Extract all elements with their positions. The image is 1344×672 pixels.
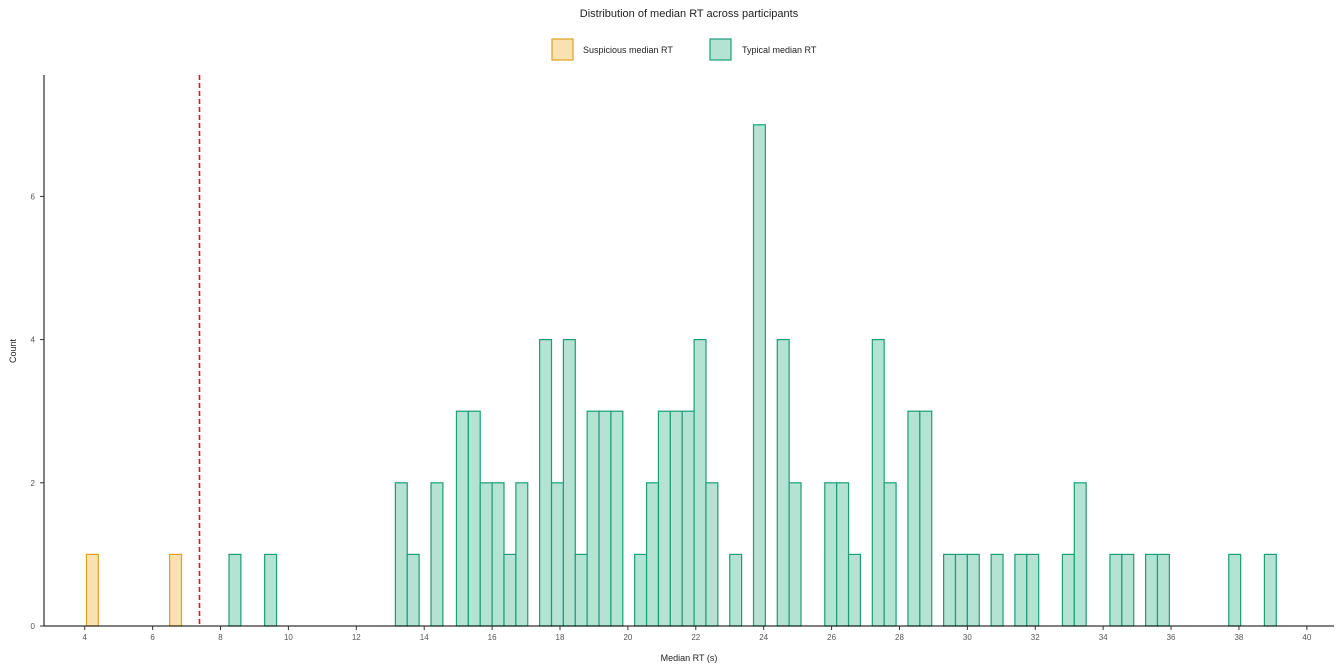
bar-typical — [1144, 553, 1159, 627]
bar-typical — [479, 482, 493, 627]
bar-typical — [467, 410, 481, 627]
x-tick-label: 8 — [218, 633, 223, 642]
bar-typical — [406, 553, 420, 627]
x-tick-label: 30 — [963, 633, 972, 642]
x-tick-label: 10 — [284, 633, 293, 642]
bar-suspicious — [85, 553, 99, 627]
bar-typical — [847, 553, 862, 627]
bar-typical — [693, 339, 707, 627]
bar-typical — [645, 482, 660, 627]
bar-typical — [966, 553, 980, 627]
bar-typical — [228, 553, 242, 627]
bar-typical — [954, 553, 968, 627]
bar-typical — [729, 553, 743, 627]
bars — [85, 124, 1277, 627]
bar-typical — [1228, 553, 1242, 627]
x-tick-label: 38 — [1234, 633, 1243, 642]
bar-typical — [657, 410, 671, 627]
legend-label-typical: Typical median RT — [742, 45, 817, 55]
bar-typical — [634, 553, 648, 627]
bar-typical — [990, 553, 1004, 627]
bar-typical — [824, 482, 838, 627]
bar-typical — [515, 482, 529, 627]
y-tick-label: 4 — [31, 336, 36, 345]
bar-typical — [1014, 553, 1028, 627]
bar-typical — [1263, 553, 1277, 627]
x-tick-label: 26 — [827, 633, 836, 642]
x-tick-label: 12 — [352, 633, 361, 642]
x-tick-label: 34 — [1099, 633, 1108, 642]
x-axis: 4 6 8 10 12 14 16 18 20 22 24 26 28 30 32 34 36 38 40 — [44, 625, 1334, 642]
x-tick-label: 6 — [150, 633, 155, 642]
bar-typical — [455, 410, 469, 627]
x-tick-label: 16 — [488, 633, 497, 642]
legend-item-typical: Typical median RT — [709, 38, 817, 61]
y-tick-label: 6 — [31, 192, 36, 201]
bar-typical — [1026, 553, 1040, 627]
x-tick-label: 28 — [895, 633, 904, 642]
bar-typical — [586, 410, 600, 627]
x-tick-label: 14 — [420, 633, 429, 642]
y-axis-title: Count — [8, 339, 18, 364]
x-tick-label: 20 — [623, 633, 632, 642]
x-tick-label: 4 — [83, 633, 88, 642]
bar-typical — [871, 339, 885, 627]
bar-typical — [752, 124, 766, 627]
bar-typical — [430, 482, 444, 627]
legend: Suspicious median RT Typical median RT — [551, 38, 817, 61]
bar-typical — [539, 339, 553, 627]
legend-swatch-suspicious — [551, 38, 574, 61]
bar-typical — [574, 553, 588, 627]
x-tick-label: 40 — [1302, 633, 1311, 642]
bar-typical — [776, 339, 790, 627]
legend-label-suspicious: Suspicious median RT — [583, 45, 673, 55]
bar-typical — [681, 410, 695, 627]
bar-typical — [610, 410, 624, 627]
bar-typical — [705, 482, 719, 627]
y-axis: 0 2 4 6 — [31, 75, 45, 631]
bar-typical — [883, 482, 897, 627]
x-tick-label: 22 — [691, 633, 700, 642]
legend-item-suspicious: Suspicious median RT — [551, 38, 673, 61]
bar-typical — [562, 339, 576, 627]
bar-typical — [1109, 553, 1123, 627]
bar-typical — [264, 553, 278, 627]
bar-typical — [943, 553, 957, 627]
bar-typical — [503, 553, 517, 627]
bar-typical — [1073, 482, 1087, 627]
bar-typical — [836, 482, 850, 627]
bar-typical — [1121, 553, 1135, 627]
y-tick-label: 2 — [31, 479, 36, 488]
x-tick-label: 32 — [1031, 633, 1040, 642]
x-tick-label: 24 — [759, 633, 768, 642]
bar-typical — [394, 482, 408, 627]
bar-typical — [491, 482, 505, 627]
legend-swatch-typical — [709, 38, 732, 61]
bar-suspicious — [169, 553, 183, 627]
bar-typical — [1061, 553, 1075, 627]
bar-typical — [788, 482, 802, 627]
bar-typical — [598, 410, 612, 627]
bar-typical — [669, 410, 683, 627]
bar-typical — [919, 410, 933, 627]
bar-typical — [550, 482, 564, 627]
x-tick-label: 36 — [1167, 633, 1176, 642]
x-tick-label: 18 — [556, 633, 565, 642]
bar-typical — [1156, 553, 1170, 627]
y-tick-label: 0 — [31, 622, 36, 631]
bar-typical — [907, 410, 921, 627]
x-axis-title: Median RT (s) — [661, 653, 718, 663]
chart-title: Distribution of median RT across partici… — [580, 8, 799, 20]
